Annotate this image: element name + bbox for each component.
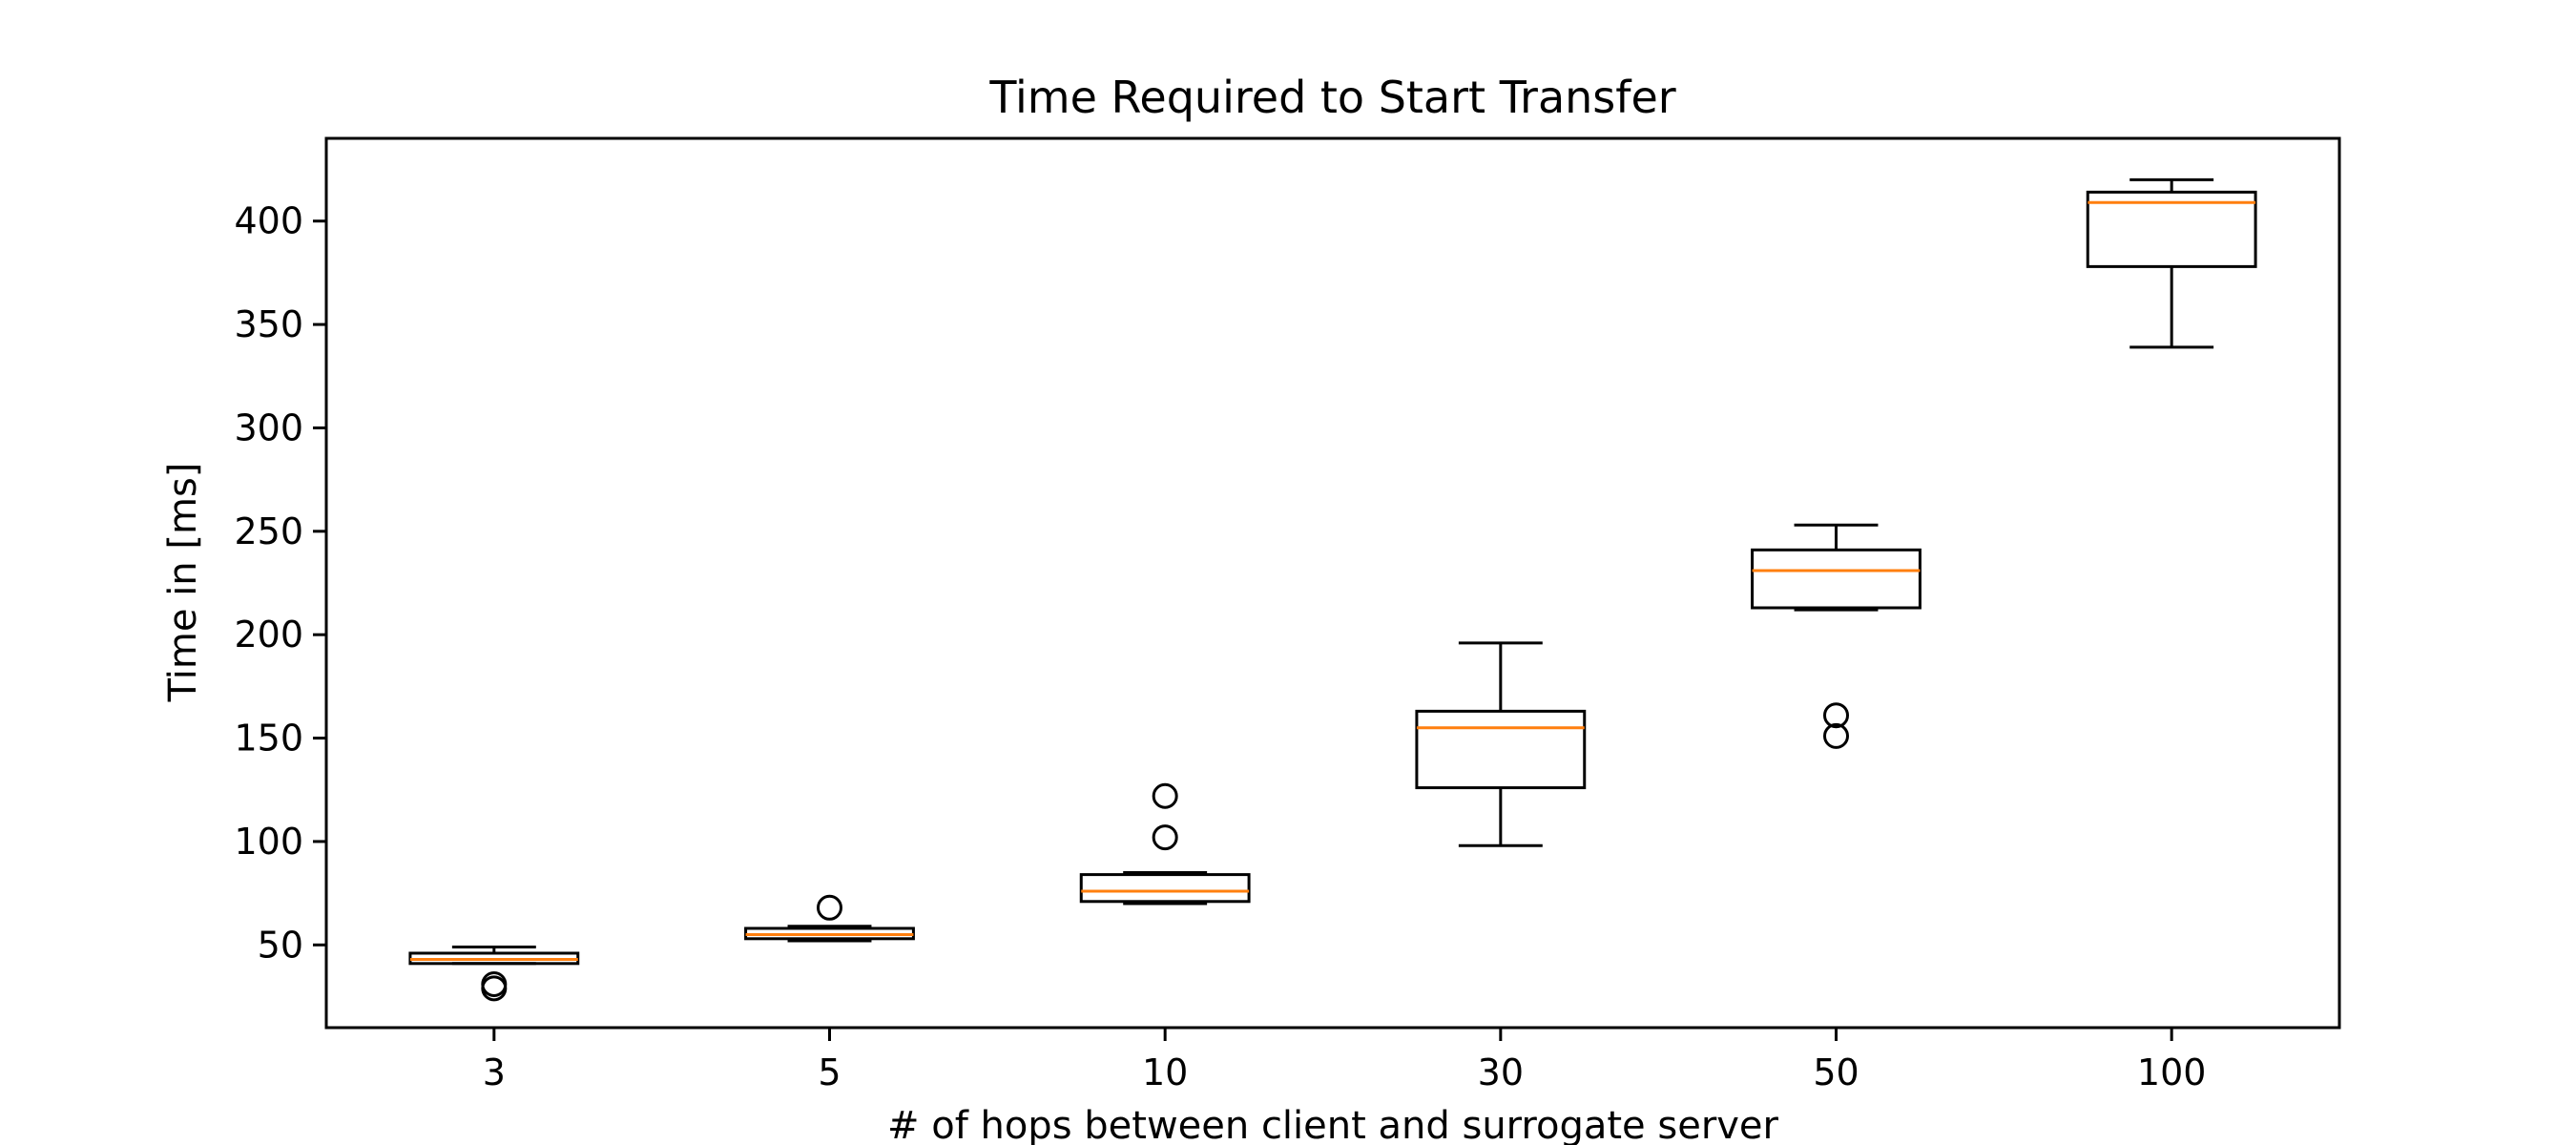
x-tick-label: 10 xyxy=(1142,1051,1188,1093)
x-tick-label: 3 xyxy=(483,1051,506,1093)
chart-title: Time Required to Start Transfer xyxy=(988,72,1675,123)
x-axis-label: # of hops between client and surrogate s… xyxy=(887,1104,1779,1145)
box xyxy=(1079,873,1251,904)
plot-area: 50 100 150 200 250 300 350 400 3 5 10 30 50 100 xyxy=(234,136,2341,1093)
x-tick-label: 30 xyxy=(1478,1051,1524,1093)
box xyxy=(1415,709,1587,790)
outlier-point xyxy=(481,970,508,997)
y-tick-label: 300 xyxy=(234,406,303,448)
box xyxy=(1751,548,1922,610)
plot-frame xyxy=(324,136,2341,1030)
box xyxy=(2086,190,2257,268)
y-tick-label: 150 xyxy=(234,718,303,760)
y-tick-label: 400 xyxy=(234,200,303,242)
y-tick-label: 350 xyxy=(234,303,303,345)
outlier-point xyxy=(1152,782,1178,809)
y-axis-label: Time in [ms] xyxy=(161,463,205,703)
y-tick-label: 250 xyxy=(234,510,303,552)
y-tick-label: 50 xyxy=(258,924,303,966)
outlier-point xyxy=(817,894,842,921)
outlier-point xyxy=(1823,722,1849,749)
x-tick-label: 50 xyxy=(1813,1051,1859,1093)
x-tick-label: 5 xyxy=(818,1051,841,1093)
outlier-point xyxy=(1823,702,1849,729)
outlier-point xyxy=(1152,824,1178,851)
y-tick-label: 100 xyxy=(234,821,303,863)
x-tick-label: 100 xyxy=(2137,1051,2207,1093)
y-tick-label: 200 xyxy=(234,614,303,656)
